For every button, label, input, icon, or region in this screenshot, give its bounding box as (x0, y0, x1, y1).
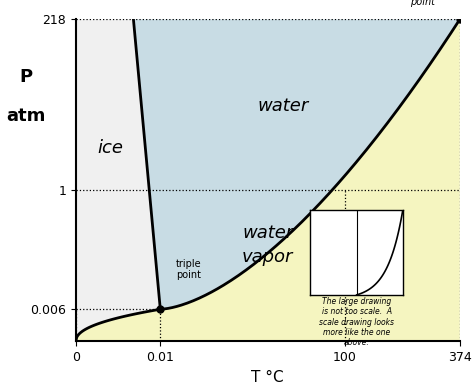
Text: atm: atm (6, 107, 46, 125)
Polygon shape (76, 19, 160, 341)
Polygon shape (76, 19, 460, 341)
Text: critical
point: critical point (410, 0, 443, 7)
Text: water
vapor: water vapor (242, 224, 293, 266)
Text: triple
point: triple point (176, 259, 201, 280)
Polygon shape (133, 19, 460, 309)
Text: ice: ice (97, 139, 123, 157)
Text: The large drawing
is not too scale.  A
scale drawing looks
more like the one
abo: The large drawing is not too scale. A sc… (319, 297, 394, 347)
Text: water: water (257, 97, 309, 115)
Text: P: P (19, 68, 33, 87)
X-axis label: T °C: T °C (252, 370, 284, 385)
